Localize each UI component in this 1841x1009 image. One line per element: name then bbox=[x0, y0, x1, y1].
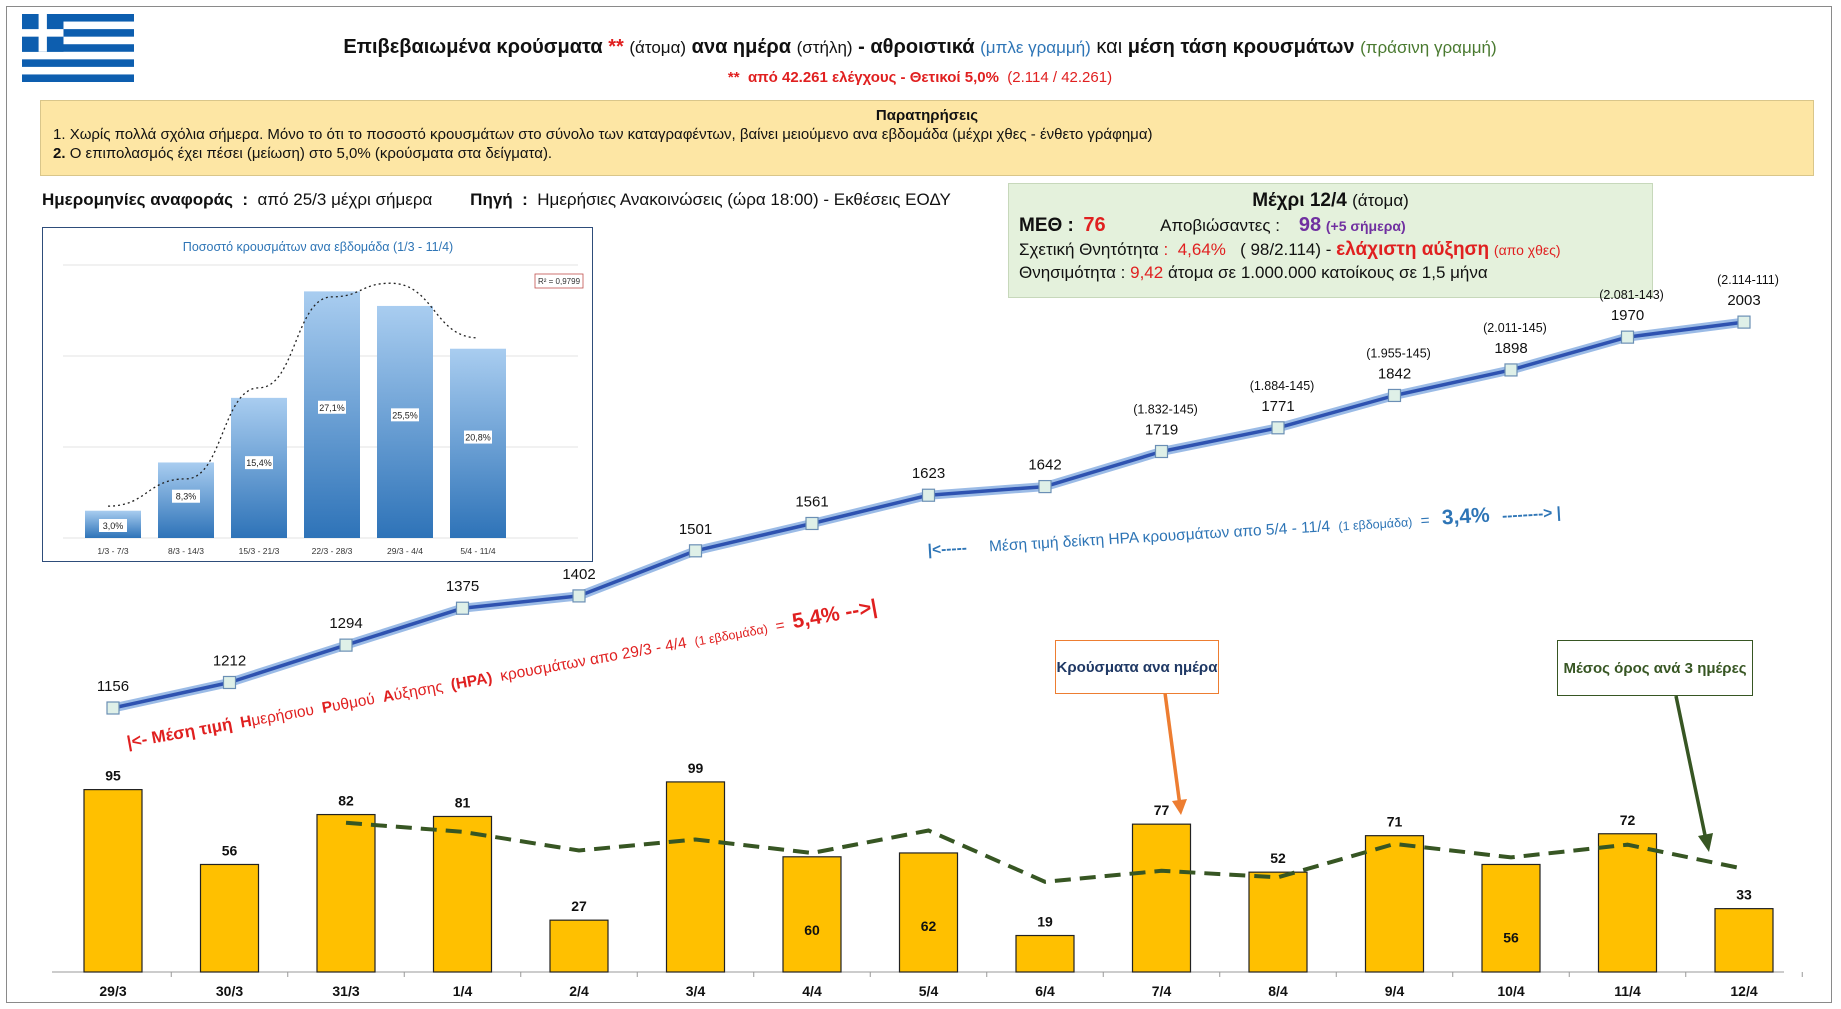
inset-bar bbox=[377, 305, 433, 538]
note-line-2: 2. Ο επιπολασμός έχει πέσει (μείωση) στο… bbox=[53, 145, 553, 162]
chart-title: Επιβεβαιωμένα κρούσματα ** (άτομα) ανα η… bbox=[343, 36, 1497, 58]
inset-bar-label: 3,0% bbox=[103, 521, 124, 531]
inset-x-tick-label: 5/4 - 11/4 bbox=[460, 546, 496, 556]
inset-chart-title: Ποσοστό κρουσμάτων ανα εβδομάδα (1/3 - 1… bbox=[183, 240, 453, 254]
inset-x-tick-label: 15/3 - 21/3 bbox=[239, 546, 280, 556]
notes-panel: Παρατηρήσεις 1. Χωρίς πολλά σχόλια σήμερ… bbox=[40, 100, 1814, 176]
summary-cfr-row: Σχετική Θνητότητα : 4,64% ( 98/2.114) - … bbox=[1019, 239, 1561, 260]
inset-x-tick-label: 29/3 - 4/4 bbox=[387, 546, 423, 556]
inset-bar-label: 8,3% bbox=[176, 492, 197, 502]
r2-label: R² = 0,9799 bbox=[538, 277, 581, 286]
chart-frame bbox=[6, 6, 1832, 1003]
inset-bar-label: 20,8% bbox=[465, 433, 491, 443]
summary-mortality-row: Θνησιμότητα : 9,42 άτομα σε 1.000.000 κα… bbox=[1019, 263, 1488, 282]
moving-average-callout: Μέσος όρος ανά 3 ημέρες bbox=[1557, 640, 1753, 696]
inset-bar-label: 15,4% bbox=[246, 458, 272, 468]
daily-cases-callout: Κρούσματα ανα ημέρα bbox=[1055, 640, 1219, 694]
summary-icu-row: ΜΕΘ : 76 Αποβιώσαντες : 98 (+5 σήμερα) bbox=[1019, 214, 1406, 236]
inset-x-tick-label: 22/3 - 28/3 bbox=[312, 546, 353, 556]
summary-panel: Μέχρι 12/4 (άτομα) ΜΕΘ : 76 Αποβιώσαντες… bbox=[1008, 183, 1653, 298]
inset-x-tick-label: 1/3 - 7/3 bbox=[97, 546, 128, 556]
inset-weekly-chart: Ποσοστό κρουσμάτων ανα εβδομάδα (1/3 - 1… bbox=[42, 227, 593, 562]
inset-bar-label: 27,1% bbox=[319, 403, 345, 413]
note-line-1: 1. Χωρίς πολλά σχόλια σήμερα. Μόνο το ότ… bbox=[53, 126, 1153, 143]
summary-heading: Μέχρι 12/4 (άτομα) bbox=[1252, 190, 1409, 211]
inset-bar bbox=[304, 291, 360, 538]
inset-chart-svg: Ποσοστό κρουσμάτων ανα εβδομάδα (1/3 - 1… bbox=[63, 240, 584, 556]
chart-subtitle: ** από 42.261 ελέγχους - Θετικοί 5,0% (2… bbox=[727, 69, 1113, 86]
inset-bar-label: 25,5% bbox=[392, 410, 418, 420]
reference-line: Ημερομηνίες αναφοράς : από 25/3 μέχρι σή… bbox=[42, 190, 951, 209]
greek-flag-icon bbox=[22, 14, 134, 82]
inset-x-tick-label: 8/3 - 14/3 bbox=[168, 546, 204, 556]
r2-box bbox=[534, 273, 584, 289]
notes-title: Παρατηρήσεις bbox=[875, 107, 979, 124]
